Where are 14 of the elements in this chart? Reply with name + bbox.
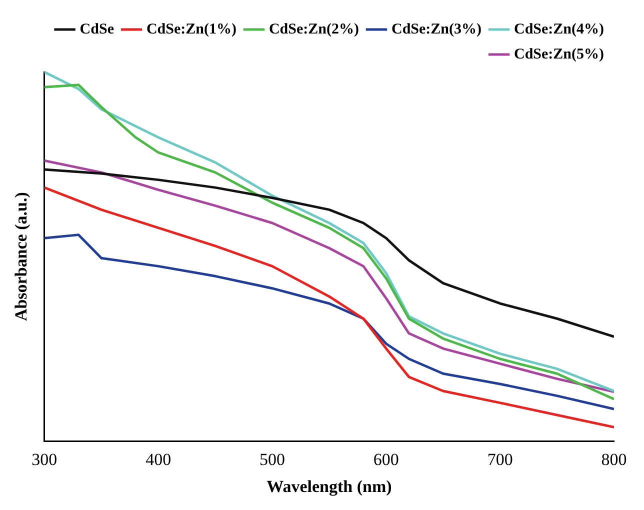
- x-axis-title: Wavelength (nm): [266, 477, 392, 496]
- legend-label: CdSe:Zn(2%): [268, 21, 359, 38]
- x-tick-label: 700: [487, 450, 513, 469]
- y-axis-title: Absorbance (a.u.): [12, 192, 31, 322]
- legend-label: CdSe:Zn(5%): [514, 46, 604, 62]
- legend-label: CdSe:Zn(3%): [391, 21, 482, 38]
- x-tick-label: 600: [373, 450, 399, 469]
- legend-label: CdSe: [80, 21, 114, 38]
- x-tick-label: 400: [146, 450, 172, 469]
- x-tick-label: 500: [259, 450, 285, 469]
- legend-label: CdSe:Zn(4%): [514, 21, 604, 38]
- legend-label: CdSe:Zn(1%): [146, 21, 236, 38]
- x-tick-label: 300: [32, 450, 58, 469]
- x-tick-label: 800: [601, 450, 627, 469]
